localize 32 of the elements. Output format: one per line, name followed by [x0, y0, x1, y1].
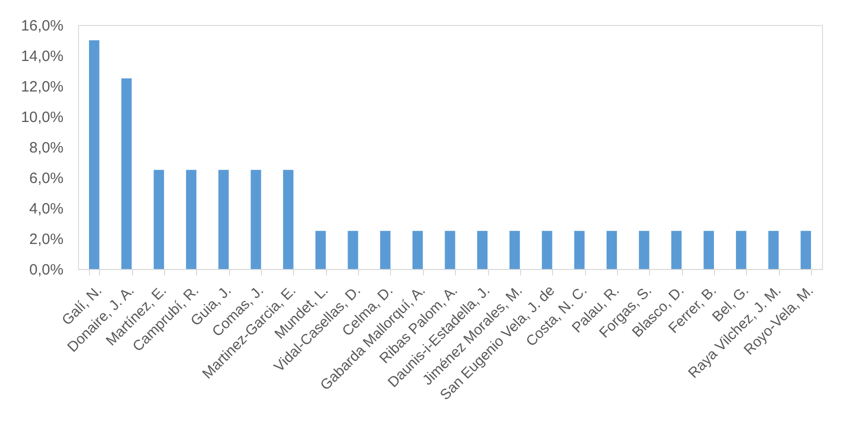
y-tick-label: 16,0%: [20, 18, 64, 34]
bar: [606, 230, 617, 269]
bar: [89, 40, 100, 269]
y-tick-label: 14,0%: [20, 48, 64, 65]
bar: [121, 78, 132, 269]
bar: [154, 170, 164, 269]
bar: [412, 230, 423, 269]
bar: [638, 230, 650, 269]
bar: [800, 230, 811, 269]
bar: [250, 170, 262, 269]
y-tick-label: 0,0%: [29, 262, 64, 278]
bar: [542, 230, 552, 269]
bar: [768, 230, 779, 269]
bar: [348, 230, 358, 269]
y-tick-label: 12,0%: [20, 78, 64, 96]
y-tick-label: 8,0%: [29, 140, 64, 156]
bar: [510, 230, 520, 269]
bar: [477, 230, 488, 269]
bar: [315, 230, 326, 269]
y-tick-label: 10,0%: [20, 109, 64, 126]
y-tick-label: 6,0%: [29, 170, 64, 187]
bar: [186, 170, 196, 269]
bar: [704, 230, 714, 269]
bar: [444, 230, 456, 269]
y-tick-label: 2,0%: [29, 231, 64, 248]
bar: [574, 230, 585, 269]
bar: [671, 230, 682, 269]
y-tick-label: 4,0%: [29, 200, 64, 218]
bar: [380, 230, 390, 269]
bar: [736, 230, 746, 269]
bar: [218, 170, 229, 269]
bar: [283, 170, 294, 269]
